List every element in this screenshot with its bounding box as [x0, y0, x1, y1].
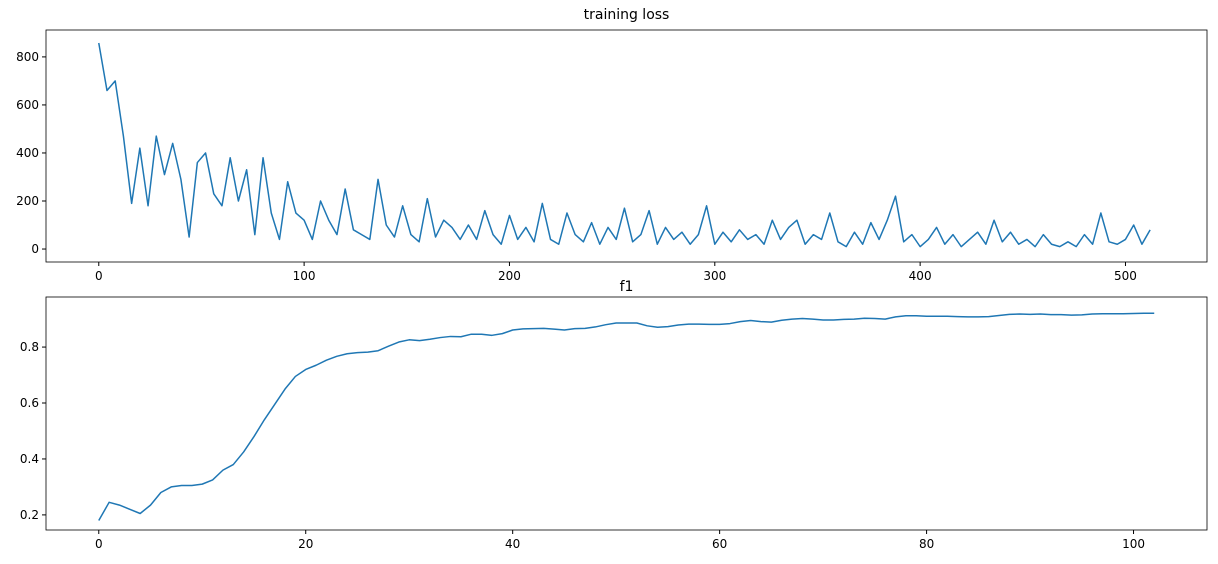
- y-tick-label: 200: [16, 194, 39, 208]
- x-tick-label: 500: [1114, 269, 1137, 283]
- y-tick-label: 0.4: [20, 452, 39, 466]
- x-tick-label: 200: [498, 269, 521, 283]
- y-tick-label: 800: [16, 50, 39, 64]
- x-tick-label: 20: [298, 537, 313, 551]
- y-tick-label: 600: [16, 98, 39, 112]
- y-tick-label: 0.6: [20, 396, 39, 410]
- x-tick-label: 100: [1122, 537, 1145, 551]
- x-tick-label: 80: [919, 537, 934, 551]
- x-tick-label: 40: [505, 537, 520, 551]
- x-tick-label: 0: [95, 269, 103, 283]
- x-tick-label: 60: [712, 537, 727, 551]
- y-tick-label: 0.2: [20, 508, 39, 522]
- axes-frame: [45, 296, 1208, 531]
- x-tick-label: 400: [909, 269, 932, 283]
- x-tick-label: 100: [293, 269, 316, 283]
- y-tick-label: 0.8: [20, 340, 39, 354]
- y-tick-label: 0: [31, 242, 39, 256]
- axes-frame: [45, 29, 1208, 263]
- data-line: [98, 312, 1155, 521]
- chart-title: f1: [620, 279, 634, 295]
- data-line: [98, 42, 1151, 248]
- y-tick-label: 400: [16, 146, 39, 160]
- x-tick-label: 0: [95, 537, 103, 551]
- x-tick-label: 300: [703, 269, 726, 283]
- chart-title: training loss: [584, 7, 670, 23]
